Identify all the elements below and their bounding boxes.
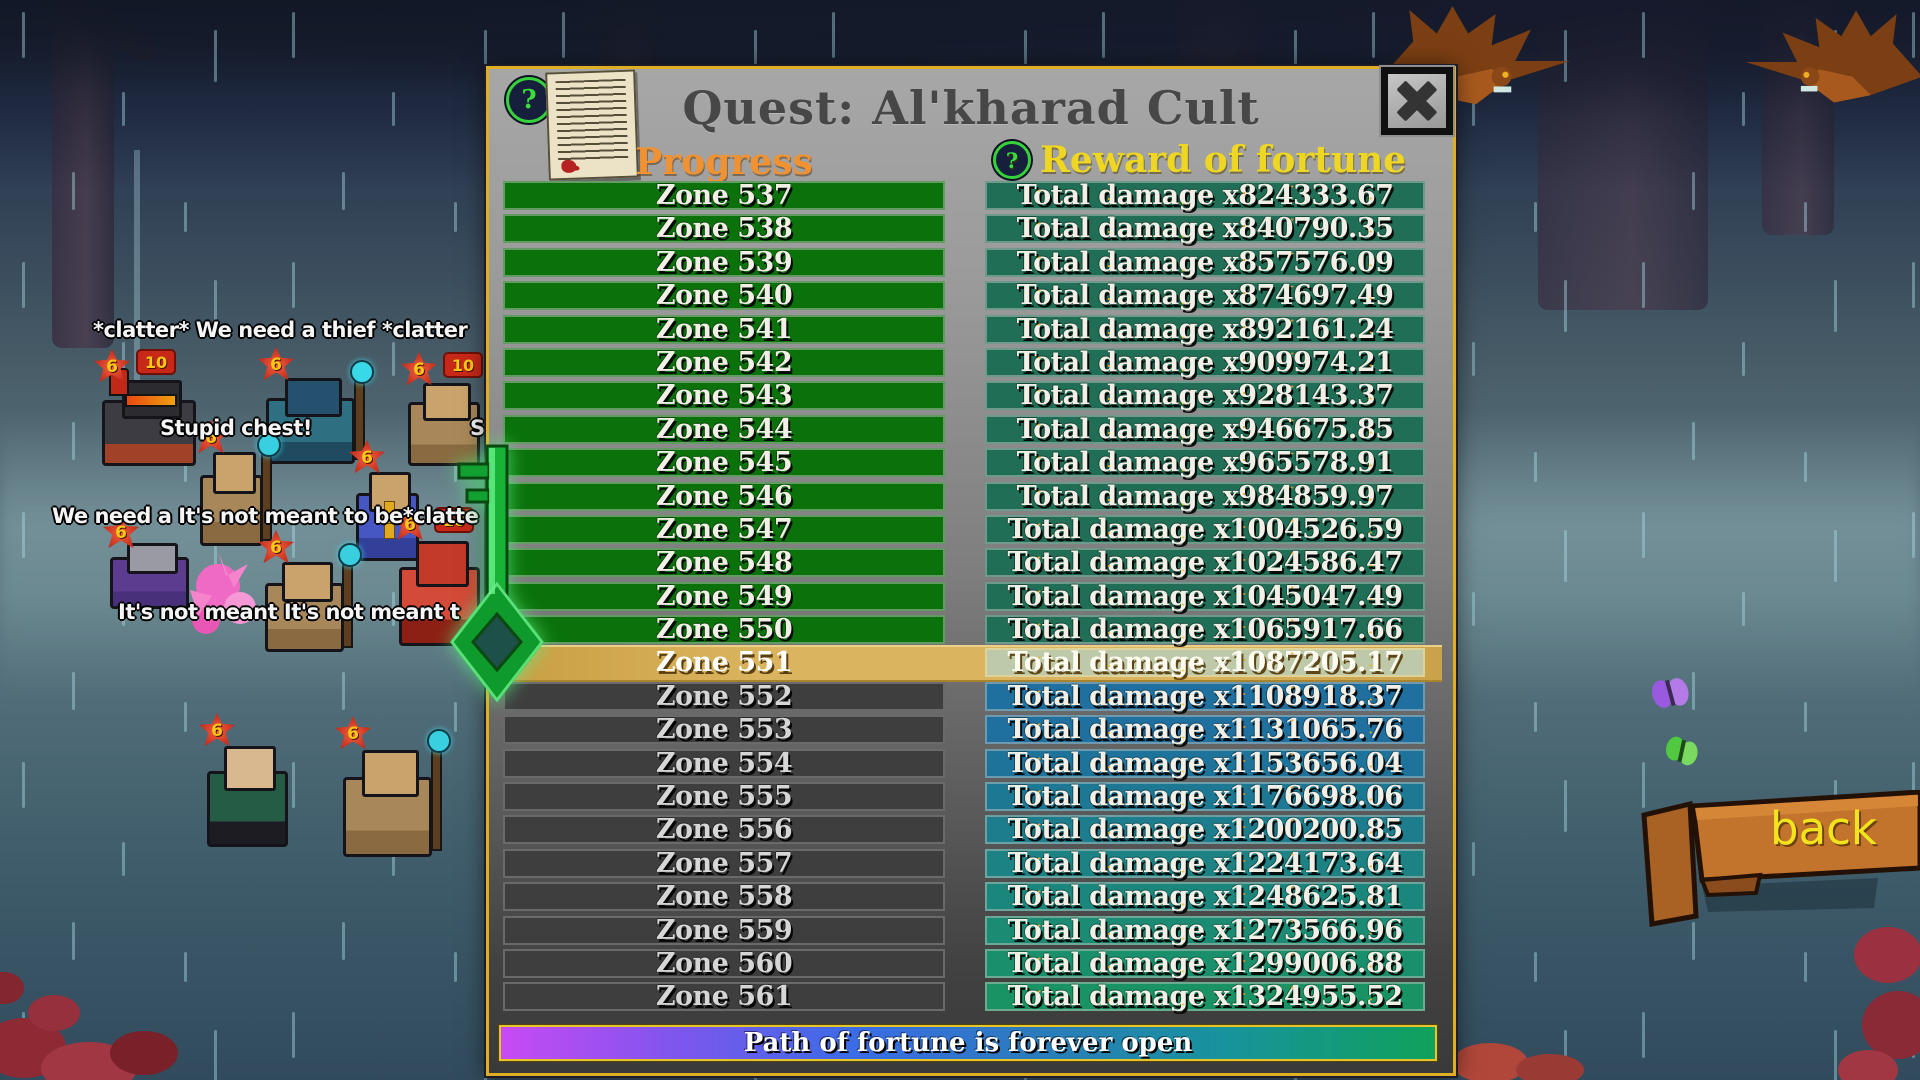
zone-row[interactable]: Zone 551 [655, 647, 793, 679]
progress-column-header: Progress [635, 141, 813, 183]
reward-row[interactable]: Total damage x1065917.66 [985, 614, 1425, 645]
chat-message: S [470, 416, 485, 440]
zone-row[interactable]: Zone 557 [503, 848, 945, 879]
quest-dialog: ? Quest: Al'kharad Cult Progress ? Rewar… [486, 65, 1456, 1076]
zone-row[interactable]: Zone 547 [503, 514, 945, 545]
chat-message: We need a It's not meant to be*clatte [52, 504, 479, 528]
zone-row[interactable]: Zone 556 [503, 814, 945, 845]
zone-row[interactable]: Zone 560 [503, 948, 945, 979]
zone-row[interactable]: Zone 542 [503, 347, 945, 378]
reward-header-label: Reward of fortune [1040, 139, 1407, 181]
zone-row[interactable]: Zone 543 [503, 380, 945, 411]
zone-row[interactable]: Zone 555 [503, 781, 945, 812]
reward-row[interactable]: Total damage x1004526.59 [985, 514, 1425, 545]
reward-row[interactable]: Total damage x928143.37 [985, 380, 1425, 411]
reward-row[interactable]: Total damage x984859.97 [985, 481, 1425, 512]
chat-message: *clatter* We need a thief *clatter [93, 318, 468, 342]
reward-row[interactable]: Total damage x965578.91 [985, 447, 1425, 478]
butterfly-icon [1651, 678, 1698, 766]
reward-row[interactable]: Total damage x1224173.64 [985, 848, 1425, 879]
zone-row[interactable]: Zone 552 [503, 681, 945, 712]
reward-row[interactable]: Total damage x1108918.37 [985, 681, 1425, 712]
reward-row[interactable]: Total damage x1273566.96 [985, 915, 1425, 946]
reward-help-icon[interactable]: ? [993, 141, 1031, 179]
chat-message: It's not meant It's not meant t [118, 600, 460, 624]
zone-row[interactable]: Zone 554 [503, 748, 945, 779]
zone-row[interactable]: Zone 561 [503, 981, 945, 1012]
reward-row[interactable]: Total damage x874697.49 [985, 280, 1425, 311]
zone-row[interactable]: Zone 545 [503, 447, 945, 478]
quest-title: Quest: Al'kharad Cult [682, 81, 1260, 135]
fortune-status-banner: Path of fortune is forever open [499, 1025, 1437, 1061]
close-button[interactable] [1379, 65, 1455, 137]
question-glyph: ? [1005, 147, 1019, 173]
zone-row[interactable]: Zone 553 [503, 714, 945, 745]
zone-row[interactable]: Zone 546 [503, 481, 945, 512]
zone-row[interactable]: Zone 550 [503, 614, 945, 645]
reward-row[interactable]: Total damage x1248625.81 [985, 881, 1425, 912]
reward-row[interactable]: Total damage x1324955.52 [985, 981, 1425, 1012]
reward-column-header: ? Reward of fortune [993, 139, 1406, 181]
zone-row[interactable]: Zone 549 [503, 581, 945, 612]
zone-row[interactable]: Zone 540 [503, 280, 945, 311]
reward-row[interactable]: Total damage x824333.67 [985, 180, 1425, 211]
back-button-label: back [1770, 802, 1877, 855]
reward-row[interactable]: Total damage x892161.24 [985, 314, 1425, 345]
reward-row[interactable]: Total damage x1299006.88 [985, 948, 1425, 979]
green-key-icon [450, 444, 544, 703]
reward-row[interactable]: Total damage x1131065.76 [985, 714, 1425, 745]
reward-row[interactable]: Total damage x1024586.47 [985, 547, 1425, 578]
back-button[interactable]: back [1638, 789, 1920, 930]
reward-row[interactable]: Total damage x1200200.85 [985, 814, 1425, 845]
zone-row[interactable]: Zone 559 [503, 915, 945, 946]
reward-row[interactable]: Total damage x1176698.06 [985, 781, 1425, 812]
zone-row[interactable]: Zone 544 [503, 414, 945, 445]
reward-column: Total damage x824333.67 Total damage x840… [985, 180, 1425, 1016]
zone-row[interactable]: Zone 558 [503, 881, 945, 912]
zone-row[interactable]: Zone 539 [503, 247, 945, 278]
reward-row[interactable]: Total damage x1087205.17 [985, 647, 1425, 678]
zone-row[interactable]: Zone 537 [503, 180, 945, 211]
reward-row[interactable]: Total damage x1045047.49 [985, 581, 1425, 612]
reward-row[interactable]: Total damage x857576.09 [985, 247, 1425, 278]
zone-row[interactable]: Zone 548 [503, 547, 945, 578]
reward-row[interactable]: Total damage x909974.21 [985, 347, 1425, 378]
progress-column: Zone 537 Zone 538 Zone 539 Zone 540 Zone 541… [503, 180, 945, 1016]
zone-row[interactable]: Zone 538 [503, 213, 945, 244]
reward-row[interactable]: Total damage x840790.35 [985, 213, 1425, 244]
chat-message: Stupid chest! [160, 416, 312, 440]
reward-row[interactable]: Total damage x1153656.04 [985, 748, 1425, 779]
close-icon [1388, 74, 1446, 128]
zone-row[interactable]: Zone 541 [503, 314, 945, 345]
reward-row[interactable]: Total damage x946675.85 [985, 414, 1425, 445]
